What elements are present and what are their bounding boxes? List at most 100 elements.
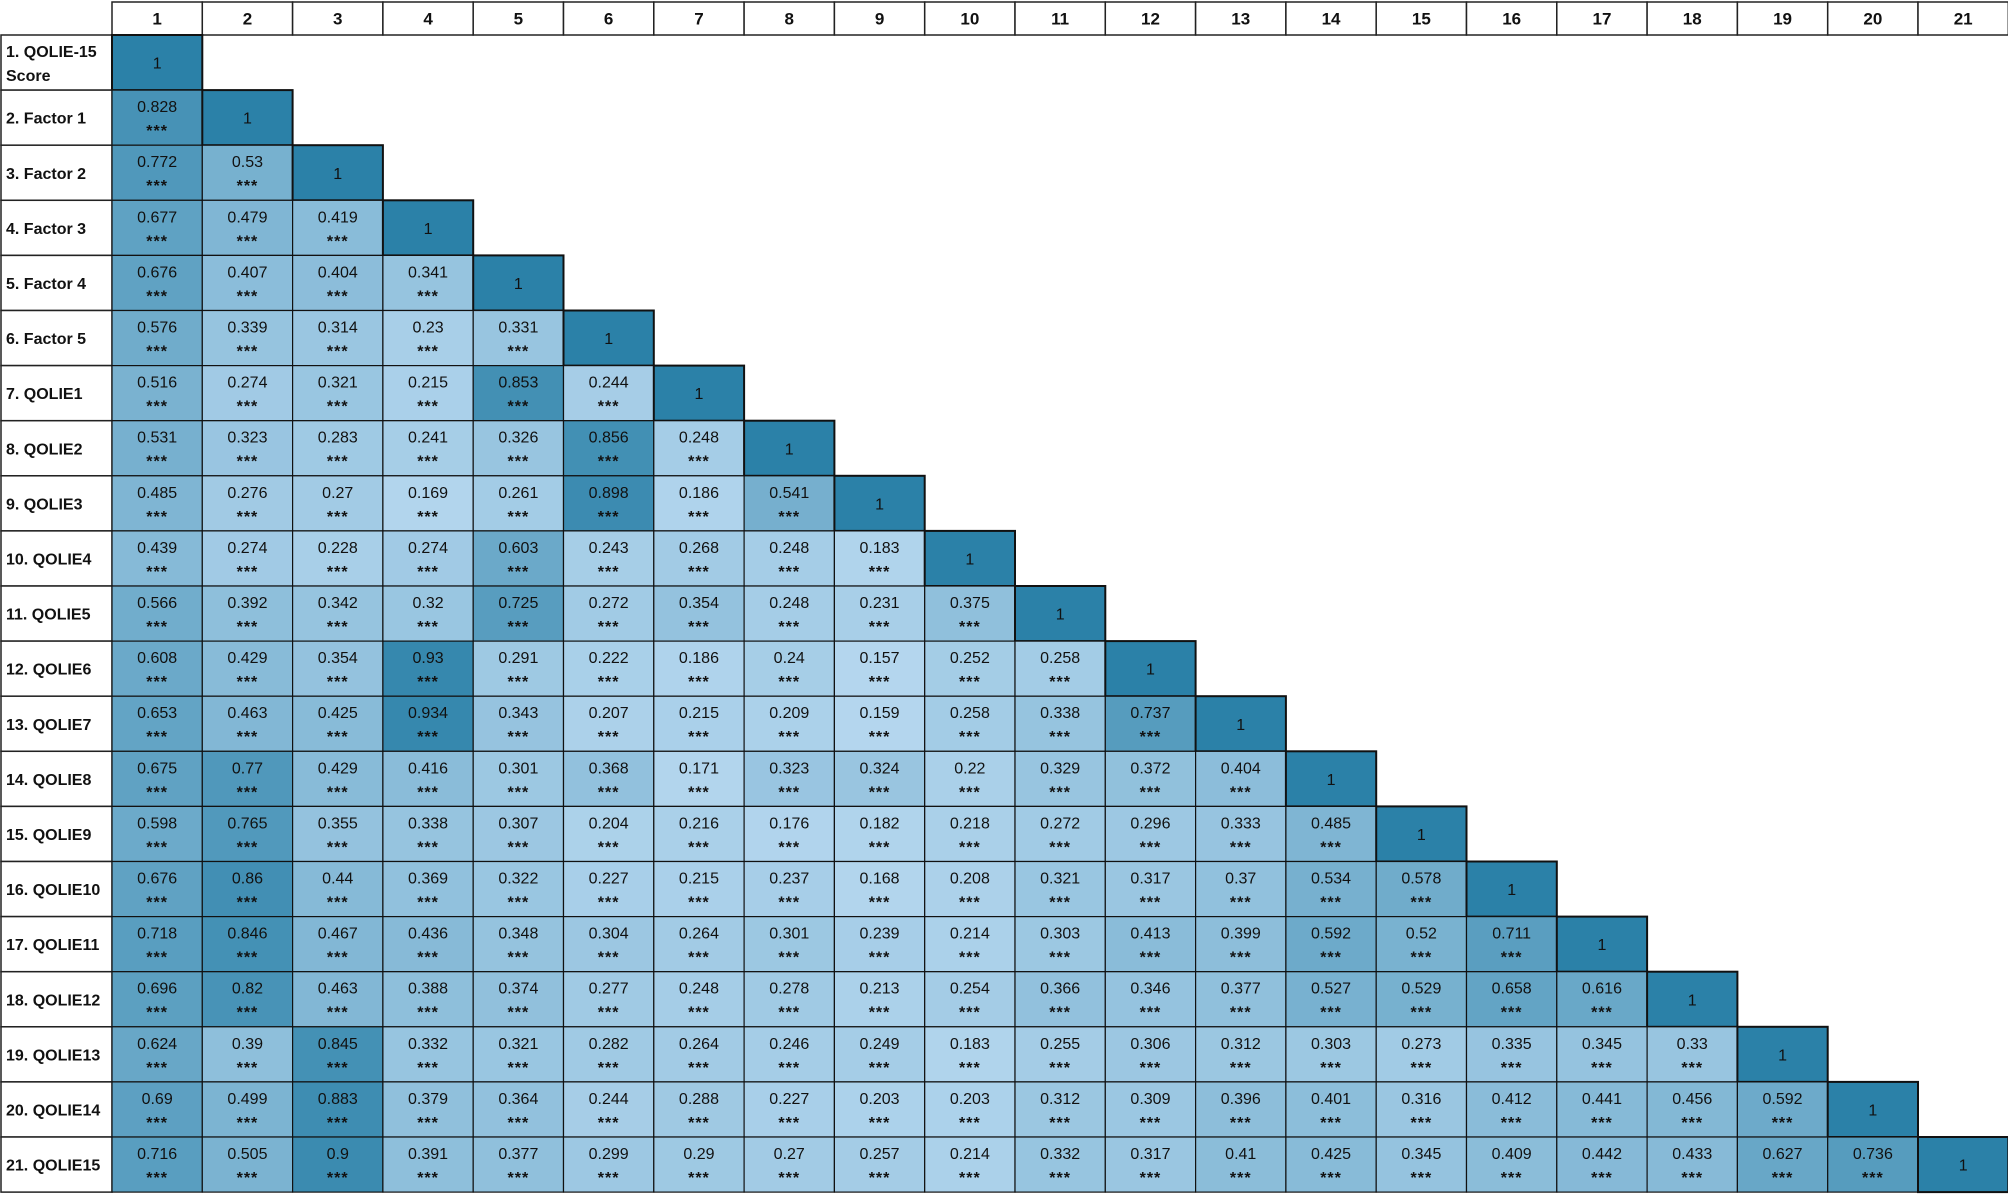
cell-value: 0.329 (1040, 760, 1080, 777)
cell-value: 0.696 (137, 981, 177, 998)
significance-marker: *** (1501, 1115, 1523, 1132)
significance-marker: *** (508, 1060, 530, 1077)
heatmap-cell (472, 475, 565, 532)
significance-marker: *** (508, 454, 530, 471)
cell-value: 0.252 (950, 650, 990, 667)
cell-value: 0.241 (408, 430, 448, 447)
significance-marker: *** (869, 729, 891, 746)
cell-value: 0.419 (318, 209, 358, 226)
significance-marker: *** (959, 619, 981, 636)
cell-value: 0.675 (137, 760, 177, 777)
significance-marker: *** (869, 564, 891, 581)
significance-marker: *** (417, 399, 439, 416)
heatmap-cell (201, 420, 294, 477)
significance-marker: *** (146, 839, 168, 856)
heatmap-cell (292, 420, 384, 477)
heatmap-cell (1194, 860, 1287, 918)
cell-value: 0.377 (498, 1146, 538, 1163)
heatmap-cell (1465, 971, 1558, 1028)
significance-marker: *** (146, 1005, 168, 1022)
cell-value: 0.316 (1401, 1091, 1441, 1108)
significance-marker: *** (959, 784, 981, 801)
column-header-label: 8 (785, 10, 794, 29)
heatmap-cell (201, 640, 294, 697)
heatmap-cell (1104, 805, 1197, 863)
heatmap-cell (111, 199, 203, 257)
significance-marker: *** (327, 950, 349, 967)
cell-value: 0.322 (498, 871, 538, 888)
row-label-cell (0, 1081, 113, 1138)
heatmap-cell (653, 860, 745, 918)
significance-marker: *** (1411, 950, 1433, 967)
column-header-label: 5 (514, 10, 523, 29)
significance-marker: *** (959, 895, 981, 912)
cell-value: 0.463 (318, 981, 358, 998)
heatmap-cell (382, 420, 474, 477)
cell-value: 0.204 (589, 815, 629, 832)
significance-marker: *** (688, 1005, 710, 1022)
significance-marker: *** (1049, 729, 1071, 746)
heatmap-cell (653, 1136, 745, 1193)
cell-value: 1 (514, 276, 523, 293)
cell-value: 0.244 (589, 375, 629, 392)
significance-marker: *** (146, 123, 168, 140)
column-header-label: 20 (1863, 10, 1882, 29)
cell-value: 0.323 (227, 430, 267, 447)
column-header-cell (1736, 1, 1829, 36)
cell-value: 0.39 (232, 1036, 263, 1053)
row-label-cell (0, 750, 113, 808)
cell-value: 1 (1688, 992, 1697, 1009)
cell-value: 0.324 (860, 760, 900, 777)
cell-value: 1 (1507, 882, 1516, 899)
significance-marker: *** (778, 729, 800, 746)
cell-value: 0.254 (950, 981, 990, 998)
row-label: 5. Factor 4 (6, 276, 86, 293)
cell-value: 0.598 (137, 815, 177, 832)
heatmap-cell (111, 695, 203, 752)
significance-marker: *** (237, 839, 259, 856)
cell-value: 0.32 (412, 595, 443, 612)
cell-value: 0.368 (589, 760, 629, 777)
heatmap-cell (833, 695, 926, 752)
cell-value: 0.737 (1130, 705, 1170, 722)
cell-value: 0.93 (412, 650, 443, 667)
significance-marker: *** (146, 454, 168, 471)
significance-marker: *** (778, 1115, 800, 1132)
cell-value: 0.479 (227, 209, 267, 226)
heatmap-cell (1194, 750, 1287, 807)
significance-marker: *** (869, 619, 891, 636)
row-label-cell (0, 364, 113, 422)
heatmap-cell (111, 89, 203, 146)
significance-marker: *** (778, 674, 800, 691)
heatmap-cell (382, 915, 474, 973)
heatmap-cell (833, 585, 926, 642)
column-header-cell (291, 1, 384, 36)
heatmap-cell (111, 860, 203, 918)
heatmap-cell (833, 750, 926, 807)
heatmap-cell (1827, 1136, 1919, 1193)
cell-value: 0.321 (498, 1036, 538, 1053)
heatmap-cell (382, 640, 474, 697)
cell-value: 0.846 (227, 926, 267, 943)
cell-value: 0.366 (1040, 981, 1080, 998)
cell-value: 0.203 (950, 1091, 990, 1108)
significance-marker: *** (146, 619, 168, 636)
heatmap-cell (1736, 1136, 1829, 1193)
significance-marker: *** (778, 1005, 800, 1022)
heatmap-cell (653, 805, 745, 863)
heatmap-cell (1556, 971, 1648, 1028)
significance-marker: *** (146, 895, 168, 912)
cell-value: 0.27 (774, 1146, 805, 1163)
cell-value: 0.627 (1763, 1146, 1803, 1163)
cell-value: 0.425 (318, 705, 358, 722)
cell-value: 0.261 (498, 485, 538, 502)
cell-value: 1 (1146, 662, 1155, 679)
heatmap-cell (1646, 1026, 1738, 1083)
row-label: 20. QOLIE14 (6, 1102, 100, 1119)
cell-value: 0.736 (1853, 1146, 1893, 1163)
heatmap-cell (924, 860, 1016, 918)
significance-marker: *** (778, 619, 800, 636)
cell-value: 0.375 (950, 595, 990, 612)
cell-value: 0.222 (589, 650, 629, 667)
heatmap-cell (201, 199, 294, 257)
